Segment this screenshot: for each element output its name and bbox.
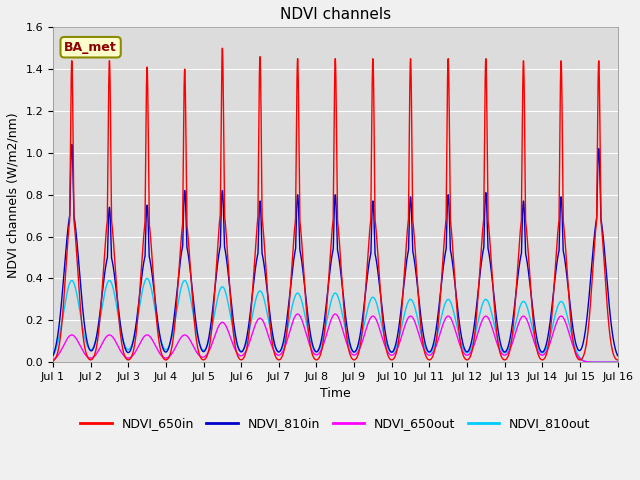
NDVI_650out	[190, 344, 198, 350]
NDVI_810out	[190, 314, 198, 320]
Line: NDVI_810in: NDVI_810in	[53, 144, 618, 356]
NDVI_650in	[577, 357, 585, 362]
Line: NDVI_650in: NDVI_650in	[53, 48, 618, 361]
NDVI_810in	[614, 353, 621, 359]
NDVI_650in	[614, 357, 621, 363]
NDVI_810in	[390, 346, 398, 351]
NDVI_650out	[332, 311, 339, 317]
NDVI_810out	[49, 353, 57, 359]
NDVI_650out	[49, 357, 57, 363]
NDVI_650out	[614, 359, 621, 365]
NDVI_810out	[577, 356, 585, 361]
NDVI_810in	[49, 353, 57, 359]
NDVI_810out	[316, 345, 324, 350]
NDVI_810in	[577, 347, 585, 352]
NDVI_650in	[190, 311, 198, 317]
NDVI_810in	[68, 142, 76, 147]
NDVI_650out	[316, 349, 324, 355]
Line: NDVI_650out: NDVI_650out	[53, 314, 618, 362]
NDVI_810in	[316, 343, 324, 348]
NDVI_650out	[390, 351, 398, 357]
NDVI_810out	[614, 359, 621, 365]
NDVI_810out	[143, 276, 151, 281]
NDVI_650in	[49, 358, 57, 364]
NDVI_810in	[453, 302, 461, 308]
NDVI_810in	[190, 300, 198, 306]
NDVI_650out	[577, 357, 585, 362]
NDVI_650in	[218, 45, 226, 51]
NDVI_650in	[412, 250, 419, 256]
NDVI_650out	[412, 321, 419, 326]
Title: NDVI channels: NDVI channels	[280, 7, 391, 22]
NDVI_810out	[453, 324, 461, 330]
NDVI_810out	[412, 307, 419, 312]
NDVI_810in	[412, 265, 419, 271]
Line: NDVI_810out: NDVI_810out	[53, 278, 618, 362]
Legend: NDVI_650in, NDVI_810in, NDVI_650out, NDVI_810out: NDVI_650in, NDVI_810in, NDVI_650out, NDV…	[76, 412, 595, 435]
Text: BA_met: BA_met	[64, 41, 117, 54]
NDVI_650in	[453, 311, 461, 316]
X-axis label: Time: Time	[320, 387, 351, 400]
NDVI_650in	[390, 355, 398, 360]
NDVI_650out	[453, 334, 461, 340]
NDVI_810out	[390, 348, 398, 353]
NDVI_650in	[316, 353, 324, 359]
Y-axis label: NDVI channels (W/m2/nm): NDVI channels (W/m2/nm)	[7, 112, 20, 277]
